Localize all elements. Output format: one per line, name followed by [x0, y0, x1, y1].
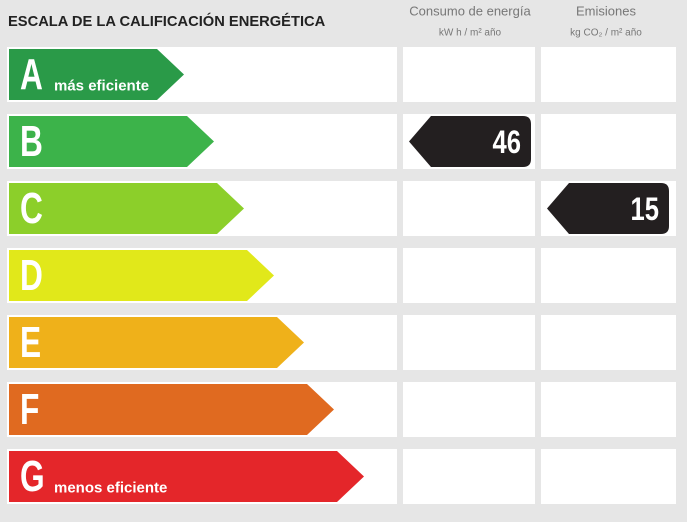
- class-letter: G: [20, 452, 45, 501]
- class-label: menos eficiente: [54, 479, 167, 496]
- title: ESCALA DE LA CALIFICACIÓN ENERGÉTICA: [8, 12, 326, 30]
- consumption-cell: [403, 47, 535, 102]
- column-title: Emisiones: [576, 3, 636, 18]
- column-unit: kg CO₂ / m² año: [570, 28, 642, 39]
- consumption-cell: [403, 181, 535, 236]
- consumption-cell: [403, 449, 535, 504]
- emissions-cell: [541, 248, 676, 303]
- emissions-cell: [541, 315, 676, 370]
- emissions-cell: [541, 449, 676, 504]
- consumption-cell: [403, 382, 535, 437]
- emissions-cell: [541, 47, 676, 102]
- emissions-cell: [541, 114, 676, 169]
- class-letter: E: [20, 318, 41, 367]
- class-arrow: [9, 250, 274, 301]
- class-label: más eficiente: [54, 77, 149, 94]
- class-letter: B: [20, 117, 43, 166]
- class-arrow: [9, 183, 244, 234]
- rating-badge: [547, 183, 669, 234]
- consumption-cell: [403, 248, 535, 303]
- class-arrow: [9, 49, 184, 100]
- emissions-cell: [541, 382, 676, 437]
- class-arrow: [9, 116, 214, 167]
- class-arrow: [9, 451, 364, 502]
- class-letter: C: [20, 184, 43, 233]
- class-arrow: [9, 384, 334, 435]
- class-letter: F: [20, 385, 39, 434]
- rating-value: 46: [493, 125, 521, 160]
- consumption-cell: [403, 315, 535, 370]
- rating-badge: [409, 116, 531, 167]
- class-letter: A: [20, 50, 43, 99]
- class-letter: D: [20, 251, 43, 300]
- class-arrow: [9, 317, 304, 368]
- column-title: Consumo de energía: [409, 3, 531, 18]
- rating-value: 15: [631, 192, 659, 227]
- column-unit: kW h / m² año: [439, 28, 502, 39]
